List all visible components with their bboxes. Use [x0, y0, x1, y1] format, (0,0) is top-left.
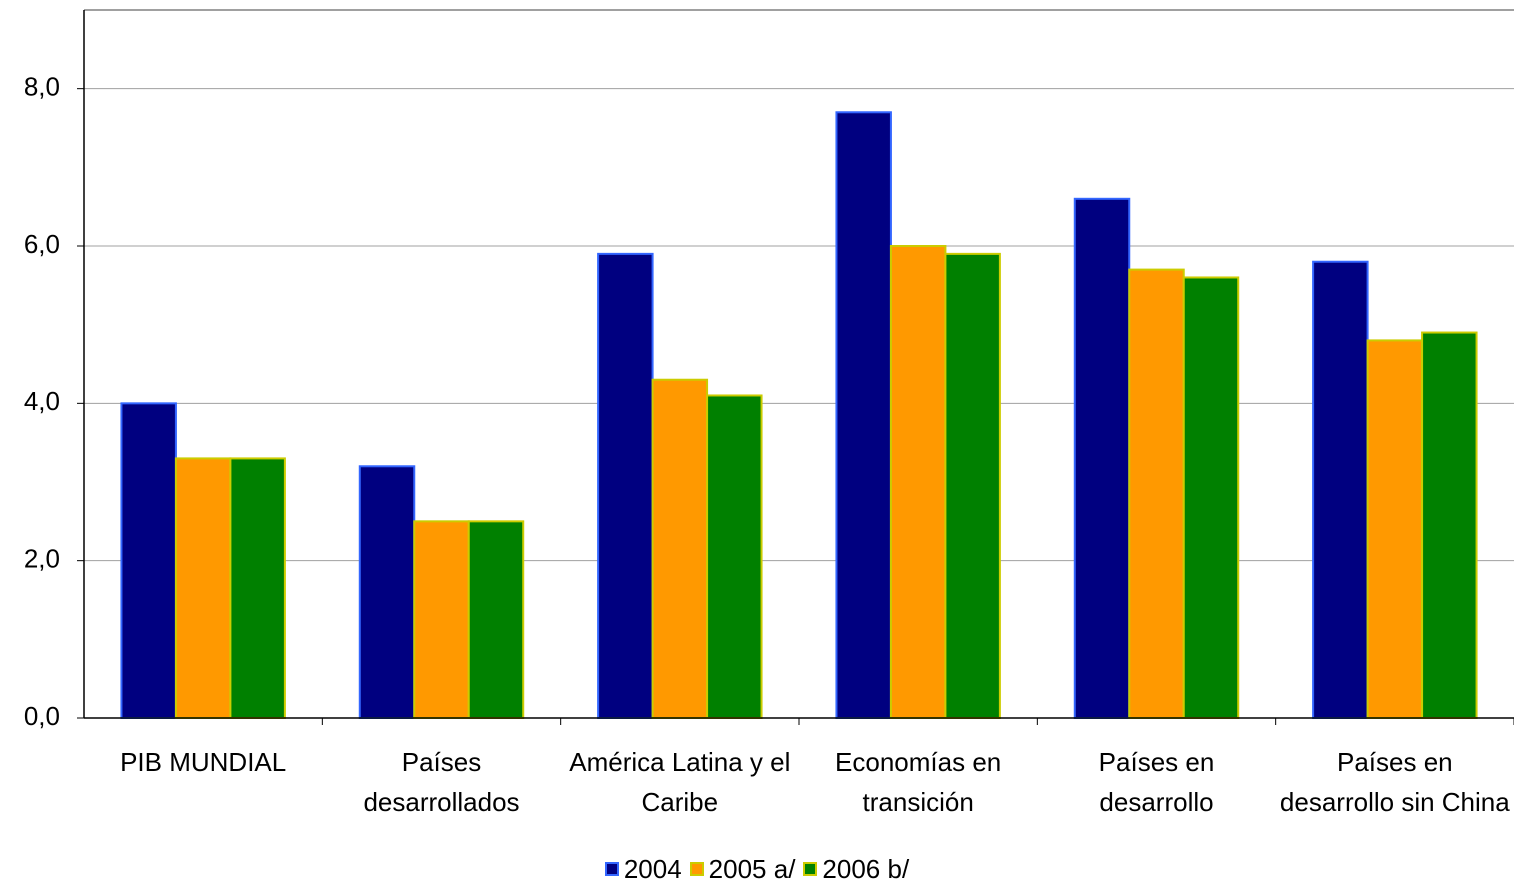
legend-swatch: [689, 862, 704, 876]
x-tick-label: Países en desarrollo sin China: [1279, 747, 1510, 817]
y-tick-label: 8,0: [24, 72, 60, 102]
legend-swatch: [604, 862, 619, 876]
y-tick-label: 6,0: [24, 229, 60, 259]
bar: [651, 378, 709, 719]
bar: [174, 457, 232, 719]
bar: [358, 465, 416, 719]
x-tick-label: PIB MUNDIAL: [120, 747, 287, 777]
legend-item: 2006 b/: [803, 854, 909, 882]
legend-item: 2005 a/: [689, 854, 796, 882]
bar: [413, 520, 470, 719]
bar: [1366, 339, 1424, 719]
y-tick-label: 2,0: [24, 544, 60, 574]
legend-label: 2004: [623, 854, 682, 882]
y-tick-label: 4,0: [24, 386, 60, 416]
bar: [944, 252, 1001, 719]
bar: [1073, 197, 1131, 720]
x-tick-label: Países desarrollados: [363, 747, 520, 817]
x-tick-label: América Latina y el Caribe: [569, 747, 791, 817]
legend-swatch: [803, 862, 818, 876]
bar: [120, 402, 177, 719]
legend-label: 2005 a/: [708, 854, 796, 882]
legend-label: 2006 b/: [822, 854, 910, 882]
x-tick-label: Economías en transición: [835, 747, 1002, 817]
bar: [1312, 260, 1369, 719]
y-tick-label: 0,0: [24, 701, 60, 731]
legend: 2004 2005 a/2006 b/: [0, 852, 1514, 882]
bar: [467, 520, 525, 719]
bar: [706, 394, 763, 719]
legend-item: 2004: [604, 854, 682, 882]
bar: [1128, 268, 1185, 719]
bar: [229, 457, 286, 719]
bar: [1421, 331, 1478, 719]
bar: [835, 111, 892, 720]
x-tick-label: Países en desarrollo: [1098, 747, 1215, 817]
bar: [597, 252, 654, 719]
bar: [1182, 276, 1240, 719]
bar: [889, 245, 947, 719]
